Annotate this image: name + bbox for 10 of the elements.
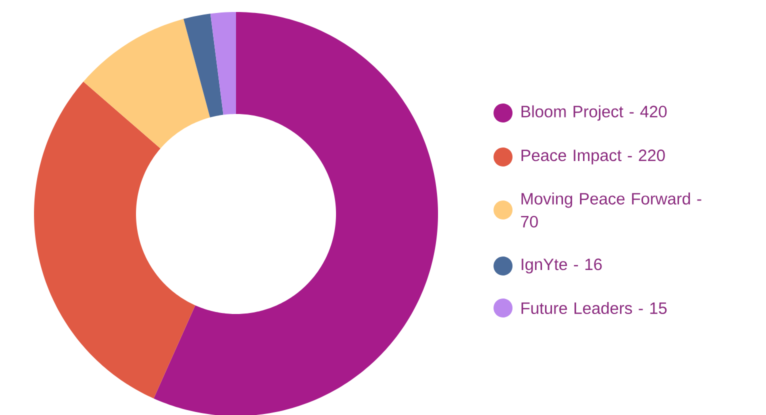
data-label: 16 — [585, 258, 602, 270]
data-label: 420 — [640, 106, 667, 118]
data-label: 220 — [638, 150, 665, 162]
data-label: 15 — [650, 302, 667, 314]
legend-label: Bloom Project - — [522, 105, 634, 121]
legend-label: Moving Peace Forward - — [522, 192, 702, 208]
legend-label: Peace Impact - — [522, 150, 632, 164]
legend-label: IgnYte - — [522, 258, 578, 274]
data-label: 70 — [521, 216, 538, 228]
legend-label: Future Leaders - — [522, 302, 643, 314]
